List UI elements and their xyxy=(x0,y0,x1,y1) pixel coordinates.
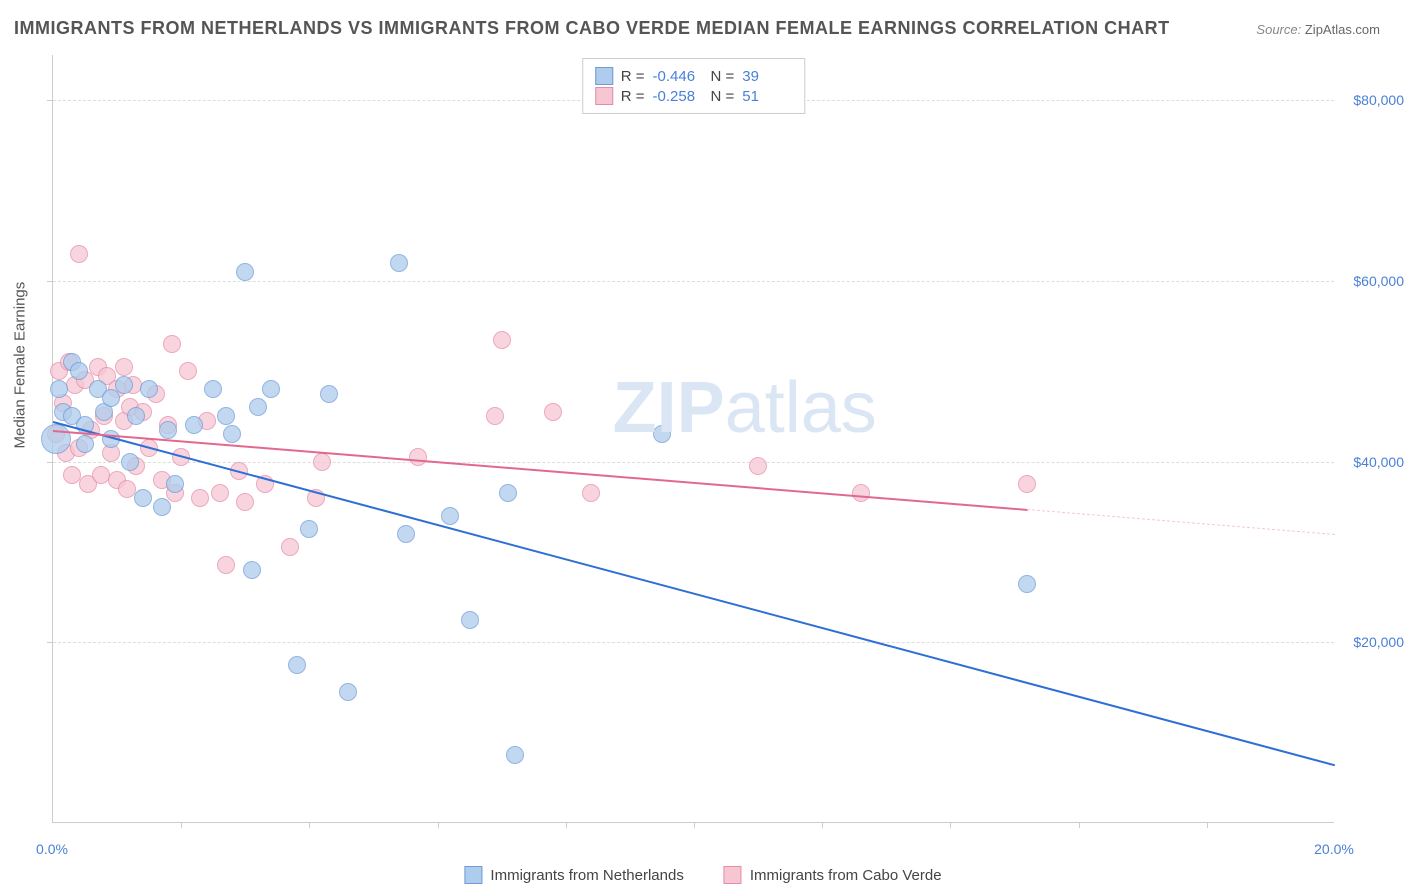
legend-label-1: Immigrants from Cabo Verde xyxy=(750,867,942,884)
x-tickmark xyxy=(309,822,310,828)
y-tick-label: $60,000 xyxy=(1344,273,1404,289)
x-tickmark xyxy=(181,822,182,828)
n-value-0: 39 xyxy=(742,68,792,85)
x-tickmark xyxy=(566,822,567,828)
scatter-point xyxy=(1018,475,1036,493)
scatter-point xyxy=(179,362,197,380)
scatter-point xyxy=(288,656,306,674)
scatter-point xyxy=(115,376,133,394)
plot-area: ZIPatlas R = -0.446 N = 39 R = -0.258 N … xyxy=(52,55,1334,823)
scatter-point xyxy=(313,453,331,471)
scatter-point xyxy=(544,403,562,421)
scatter-point xyxy=(41,424,71,454)
scatter-point xyxy=(185,416,203,434)
legend-swatch-0 xyxy=(595,67,613,85)
x-tickmark xyxy=(438,822,439,828)
legend-item-0: Immigrants from Netherlands xyxy=(464,866,683,884)
x-tickmark xyxy=(1079,822,1080,828)
trendline xyxy=(53,421,1336,766)
scatter-point xyxy=(102,389,120,407)
legend-swatch-bottom-0 xyxy=(464,866,482,884)
scatter-point xyxy=(236,263,254,281)
scatter-point xyxy=(320,385,338,403)
gridline-h xyxy=(53,281,1334,282)
legend-stats-row-1: R = -0.258 N = 51 xyxy=(595,87,793,105)
scatter-point xyxy=(441,507,459,525)
x-tick-label: 20.0% xyxy=(1314,841,1354,857)
scatter-point xyxy=(223,425,241,443)
scatter-point xyxy=(50,380,68,398)
scatter-point xyxy=(499,484,517,502)
scatter-point xyxy=(236,493,254,511)
scatter-point xyxy=(339,683,357,701)
scatter-point xyxy=(115,358,133,376)
x-tick-label: 0.0% xyxy=(36,841,68,857)
scatter-point xyxy=(166,475,184,493)
legend-swatch-bottom-1 xyxy=(724,866,742,884)
scatter-point xyxy=(140,380,158,398)
y-tick-label: $40,000 xyxy=(1344,454,1404,470)
gridline-h xyxy=(53,642,1334,643)
n-label: N = xyxy=(711,68,735,85)
scatter-point xyxy=(409,448,427,466)
r-label: R = xyxy=(621,88,645,105)
scatter-point xyxy=(281,538,299,556)
scatter-point xyxy=(300,520,318,538)
scatter-point xyxy=(70,245,88,263)
legend-bottom: Immigrants from Netherlands Immigrants f… xyxy=(464,866,941,884)
scatter-point xyxy=(217,556,235,574)
scatter-point xyxy=(204,380,222,398)
legend-label-0: Immigrants from Netherlands xyxy=(490,867,683,884)
scatter-point xyxy=(486,407,504,425)
chart-title: IMMIGRANTS FROM NETHERLANDS VS IMMIGRANT… xyxy=(14,18,1170,39)
scatter-point xyxy=(70,362,88,380)
gridline-h xyxy=(53,462,1334,463)
scatter-point xyxy=(852,484,870,502)
legend-item-1: Immigrants from Cabo Verde xyxy=(724,866,942,884)
scatter-point xyxy=(582,484,600,502)
y-tick-label: $80,000 xyxy=(1344,92,1404,108)
source-attribution: Source: ZipAtlas.com xyxy=(1256,22,1380,37)
legend-swatch-1 xyxy=(595,87,613,105)
x-tickmark xyxy=(950,822,951,828)
r-value-1: -0.258 xyxy=(653,88,703,105)
scatter-point xyxy=(390,254,408,272)
scatter-point xyxy=(653,425,671,443)
legend-stats-row-0: R = -0.446 N = 39 xyxy=(595,67,793,85)
scatter-point xyxy=(153,498,171,516)
y-axis-title: Median Female Earnings xyxy=(12,282,29,449)
scatter-point xyxy=(262,380,280,398)
scatter-point xyxy=(461,611,479,629)
x-tickmark xyxy=(1207,822,1208,828)
source-value: ZipAtlas.com xyxy=(1305,22,1380,37)
scatter-point xyxy=(76,435,94,453)
trendline xyxy=(1027,509,1335,535)
scatter-point xyxy=(493,331,511,349)
scatter-point xyxy=(159,421,177,439)
n-label: N = xyxy=(711,88,735,105)
scatter-point xyxy=(163,335,181,353)
r-label: R = xyxy=(621,68,645,85)
scatter-point xyxy=(217,407,235,425)
n-value-1: 51 xyxy=(742,88,792,105)
scatter-point xyxy=(211,484,229,502)
scatter-point xyxy=(243,561,261,579)
scatter-point xyxy=(749,457,767,475)
scatter-point xyxy=(1018,575,1036,593)
x-tickmark xyxy=(694,822,695,828)
scatter-point xyxy=(191,489,209,507)
x-tickmark xyxy=(822,822,823,828)
legend-stats-box: R = -0.446 N = 39 R = -0.258 N = 51 xyxy=(582,58,806,114)
scatter-point xyxy=(134,489,152,507)
y-tick-label: $20,000 xyxy=(1344,634,1404,650)
r-value-0: -0.446 xyxy=(653,68,703,85)
scatter-point xyxy=(121,453,139,471)
scatter-point xyxy=(249,398,267,416)
source-label: Source: xyxy=(1256,22,1301,37)
scatter-point xyxy=(127,407,145,425)
scatter-point xyxy=(506,746,524,764)
watermark-rest: atlas xyxy=(725,368,877,448)
scatter-point xyxy=(397,525,415,543)
